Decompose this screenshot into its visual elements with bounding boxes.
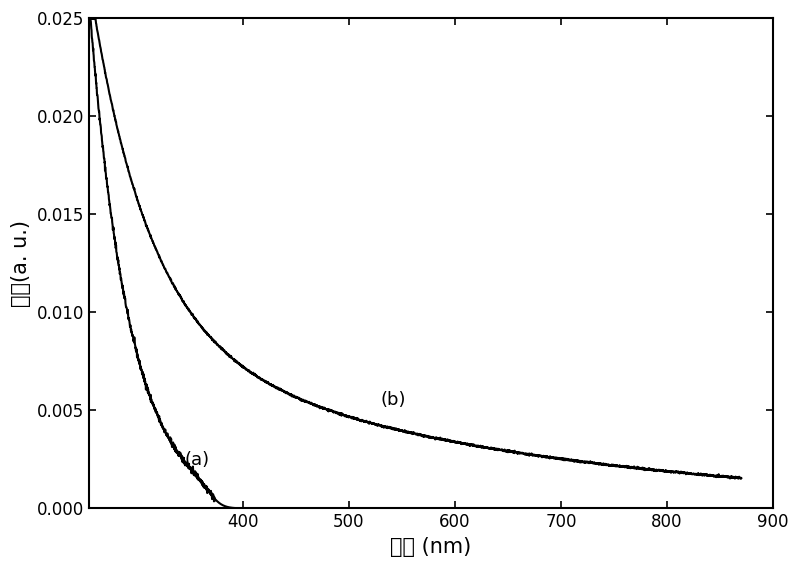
Text: (b): (b) xyxy=(381,391,406,408)
Text: (a): (a) xyxy=(184,452,210,469)
X-axis label: 波长 (nm): 波长 (nm) xyxy=(390,537,472,557)
Y-axis label: 吸收(a. u.): 吸收(a. u.) xyxy=(11,220,31,307)
